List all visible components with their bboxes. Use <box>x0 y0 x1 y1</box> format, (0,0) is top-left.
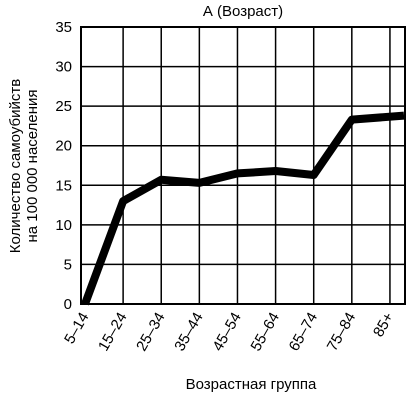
y-tick-label: 20 <box>55 138 72 155</box>
data-point-45–54 <box>236 172 238 174</box>
data-point-55–64 <box>275 170 277 172</box>
data-point-25–34 <box>160 179 162 181</box>
y-axis-title-line-2: на 100 000 населения <box>24 89 41 242</box>
y-axis-title-line-1: Количество самоубийств <box>7 79 24 253</box>
y-tick-label: 35 <box>55 19 72 36</box>
y-tick-label: 30 <box>55 59 72 76</box>
x-tick-label: 75–84 <box>324 310 360 355</box>
x-tick-label: 85+ <box>370 309 398 340</box>
x-tick-labels: 5–14 15–24 25–34 35–44 45–54 55–64 65–74 75–84 8… <box>61 309 397 354</box>
y-tick-label: 15 <box>55 177 72 194</box>
data-point-15–24 <box>122 200 124 202</box>
y-tick-label: 10 <box>55 217 72 234</box>
chart-title: А (Возраст) <box>203 3 283 20</box>
y-tick-labels: 0 5 10 15 20 25 30 35 <box>55 19 72 313</box>
y-tick-label: 0 <box>64 296 72 313</box>
plot-frame <box>80 26 406 305</box>
data-point-65–74 <box>313 174 315 176</box>
x-axis-title: Возрастная группа <box>186 376 317 393</box>
y-axis-title: Количество самоубийств на 100 000 населе… <box>7 79 41 253</box>
x-tick-label: 65–74 <box>286 310 322 355</box>
y-tick-label: 25 <box>55 98 72 115</box>
data-point-35–44 <box>198 182 200 184</box>
series-line <box>81 111 405 306</box>
x-tick-label: 25–34 <box>133 310 169 355</box>
x-tick-label: 35–44 <box>171 310 207 355</box>
series-line-group <box>81 111 405 306</box>
y-tick-label: 5 <box>64 256 72 273</box>
x-tick-label: 55–64 <box>247 310 283 355</box>
data-point-75–84 <box>351 119 353 121</box>
x-tick-label: 5–14 <box>61 310 92 347</box>
x-tick-label: 45–54 <box>209 310 245 355</box>
x-tick-label: 15–24 <box>95 310 131 355</box>
gridlines <box>81 27 405 304</box>
